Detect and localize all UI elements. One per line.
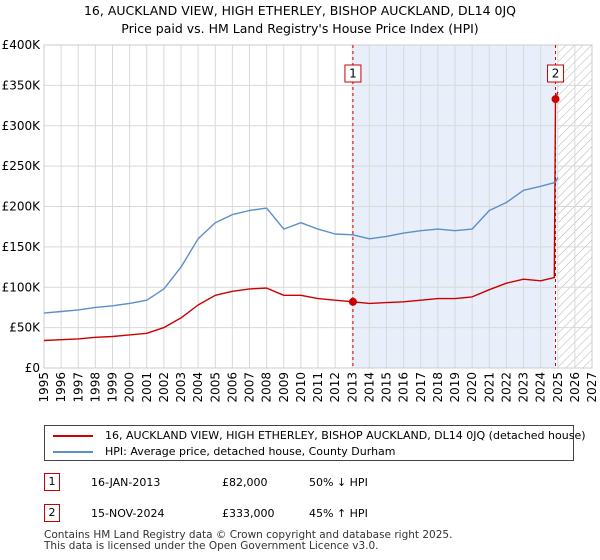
x-tick-label: 1997 — [71, 372, 85, 403]
y-tick-label: £100K — [2, 280, 42, 294]
x-tick-label: 2024 — [534, 372, 548, 403]
y-tick-label: £0 — [25, 361, 40, 375]
legend-swatch-property — [53, 435, 93, 437]
x-tick-label: 2015 — [380, 372, 394, 403]
x-tick-label: 1999 — [106, 372, 120, 403]
transaction-date: 16-JAN-2013 — [91, 476, 161, 489]
x-tick-label: 2018 — [431, 372, 445, 403]
legend-label-property: 16, AUCKLAND VIEW, HIGH ETHERLEY, BISHOP… — [105, 429, 586, 442]
x-tick-label: 2013 — [345, 372, 359, 403]
series-line-property — [44, 91, 559, 342]
x-tick-label: 2004 — [191, 372, 205, 403]
x-tick-label: 1996 — [54, 372, 68, 403]
transaction-date: 15-NOV-2024 — [91, 507, 165, 520]
footer: Contains HM Land Registry data © Crown c… — [44, 530, 452, 552]
x-tick-label: 1998 — [88, 372, 102, 403]
x-tick-label: 2005 — [208, 372, 222, 403]
transaction-badge: 1 — [44, 473, 60, 491]
annotation-badge-box — [344, 64, 362, 83]
x-tick-label: 2009 — [277, 372, 291, 403]
y-tick-label: £50K — [9, 321, 41, 335]
x-tick-label: 2012 — [328, 372, 342, 403]
series-line-hpi — [44, 177, 559, 314]
x-tick-label: 2007 — [243, 372, 257, 403]
legend-swatch-hpi — [53, 451, 93, 453]
x-tick-label: 2001 — [140, 372, 154, 403]
x-tick-label: 2023 — [517, 372, 531, 403]
footer-line-2: This data is licensed under the Open Gov… — [44, 540, 379, 552]
x-tick-label: 2016 — [397, 372, 411, 403]
transaction-hpi-change: 45% ↑ HPI — [309, 507, 368, 520]
x-tick-label: 2008 — [260, 372, 274, 403]
y-tick-label: £150K — [2, 240, 42, 254]
x-tick-label: 2022 — [499, 372, 513, 403]
x-tick-label: 2006 — [225, 372, 239, 403]
chart-title: 16, AUCKLAND VIEW, HIGH ETHERLEY, BISHOP… — [83, 3, 517, 18]
y-tick-label: £300K — [2, 119, 42, 133]
annotation-badge-label: 1 — [349, 67, 357, 81]
x-tick-label: 2019 — [448, 372, 462, 403]
transaction-row: 2 15-NOV-2024 £333,000 45% ↑ HPI — [44, 504, 584, 524]
footer-line-1: Contains HM Land Registry data © Crown c… — [44, 529, 453, 541]
transaction-hpi-change: 50% ↓ HPI — [309, 476, 368, 489]
x-tick-label: 2002 — [157, 372, 171, 403]
annotation-badge-box — [547, 64, 565, 83]
transaction-price: £333,000 — [222, 507, 275, 520]
y-tick-label: £400K — [2, 38, 42, 52]
chart-subtitle: Price paid vs. HM Land Registry's House … — [121, 21, 479, 36]
legend-label-hpi: HPI: Average price, detached house, Coun… — [105, 445, 396, 458]
x-tick-label: 2010 — [294, 372, 308, 403]
plot-border — [43, 44, 593, 369]
sale-point-marker — [348, 297, 357, 306]
x-tick-label: 2026 — [568, 372, 582, 403]
x-tick-label: 2025 — [551, 372, 565, 403]
x-tick-label: 2011 — [311, 372, 325, 403]
x-tick-label: 2003 — [174, 372, 188, 403]
x-tick-label: 2020 — [465, 372, 479, 403]
chart-title-block: 16, AUCKLAND VIEW, HIGH ETHERLEY, BISHOP… — [0, 2, 600, 38]
chart-legend: 16, AUCKLAND VIEW, HIGH ETHERLEY, BISHOP… — [44, 425, 586, 461]
y-tick-label: £250K — [2, 159, 42, 173]
x-tick-label: 2017 — [414, 372, 428, 403]
sale-point-marker — [551, 95, 560, 104]
x-tick-label: 2027 — [585, 372, 599, 403]
transaction-badge: 2 — [44, 504, 60, 522]
x-tick-label: 2014 — [362, 372, 376, 403]
y-tick-label: £350K — [2, 78, 42, 92]
x-tick-label: 1995 — [37, 372, 51, 403]
x-tick-label: 2021 — [482, 372, 496, 403]
x-tick-label: 2000 — [123, 372, 137, 403]
transaction-price: £82,000 — [222, 476, 268, 489]
transaction-row: 1 16-JAN-2013 £82,000 50% ↓ HPI — [44, 473, 584, 493]
annotation-badge-label: 2 — [552, 67, 560, 81]
price-chart: 1 2 £0 £50K £100K £150K £200K £250K £300K £350K £… — [2, 38, 599, 403]
y-tick-label: £200K — [2, 200, 42, 214]
